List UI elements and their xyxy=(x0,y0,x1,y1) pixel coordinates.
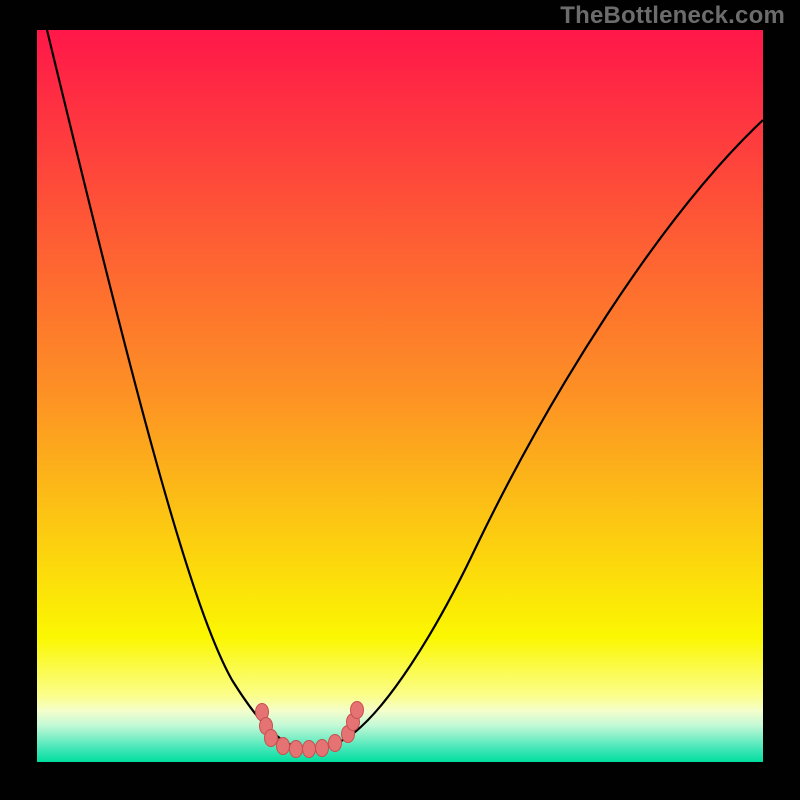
curve-marker xyxy=(351,702,364,719)
bottleneck-curve-svg xyxy=(37,30,763,762)
curve-marker xyxy=(277,738,290,755)
chart-plot-area xyxy=(37,30,763,762)
curve-marker xyxy=(303,741,316,758)
curve-marker xyxy=(290,741,303,758)
curve-marker xyxy=(329,735,342,752)
marker-group xyxy=(256,702,364,758)
curve-marker xyxy=(265,730,278,747)
curve-path xyxy=(47,30,763,749)
curve-marker xyxy=(316,740,329,757)
watermark-text: TheBottleneck.com xyxy=(560,2,785,30)
